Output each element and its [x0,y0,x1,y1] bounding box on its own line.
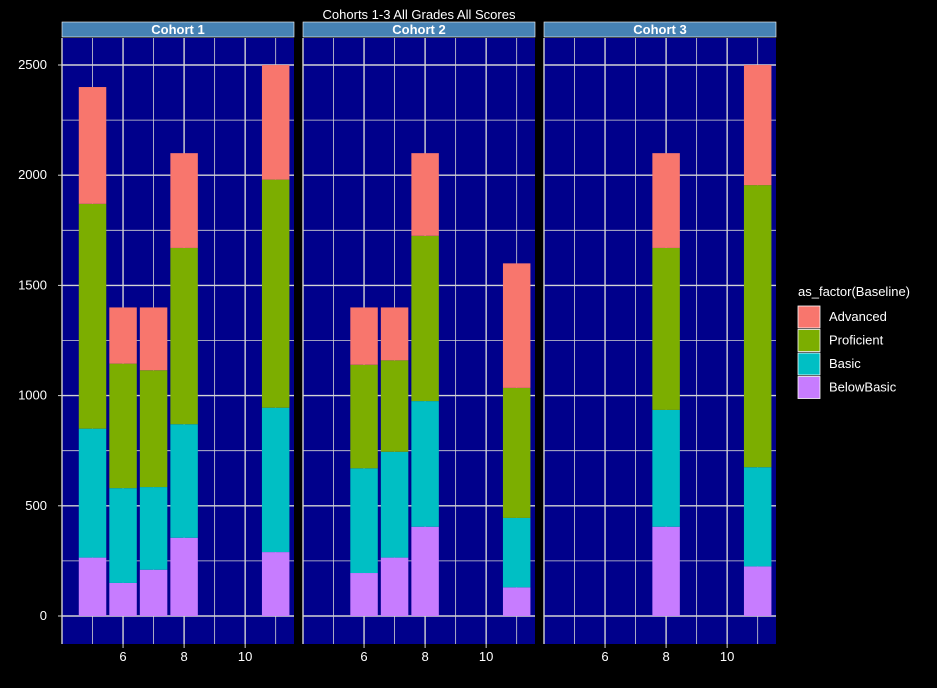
bar-segment-basic [261,407,290,553]
facet-strip [302,21,536,38]
facet-panels: Cohort 1 6 8 10 Cohort 2 6 8 10 Cohort 3 6 8 10 [61,21,777,664]
bar-segment-belowbasic [261,552,290,616]
facet-panel: Cohort 3 6 8 10 [543,21,777,664]
bar-segment-belowbasic [743,566,772,616]
bar-segment-advanced [139,307,168,371]
legend-keys: Advanced Proficient Basic BelowBasic [797,305,897,399]
bar-segment-proficient [261,179,290,408]
facet-label: Cohort 1 [151,22,204,37]
legend-label: Advanced [829,309,887,324]
bar-stack [380,307,409,616]
x-tick-label: 6 [360,649,367,664]
bar-segment-advanced [380,307,409,361]
bar-stack [652,153,680,616]
facet-strip [543,21,777,38]
bar-segment-proficient [109,363,137,489]
bar-segment-proficient [652,247,680,410]
bar-stack [170,153,198,616]
bar-stack [350,307,378,616]
x-tick-label: 8 [662,649,669,664]
x-tick-label: 10 [479,649,493,664]
y-tick-label: 2000 [18,167,47,182]
bar-segment-belowbasic [411,526,439,616]
bar-segment-basic [350,468,378,574]
bar-segment-proficient [380,360,409,452]
bar-segment-basic [109,488,137,583]
bar-segment-belowbasic [78,557,107,616]
facet-label: Cohort 3 [633,22,686,37]
x-tick-label: 8 [180,649,187,664]
bar-segment-advanced [411,153,439,236]
bar-segment-belowbasic [502,587,531,616]
facet-panel: Cohort 1 6 8 10 [61,21,295,664]
legend: as_factor(Baseline) Advanced Proficient Ba… [797,284,910,399]
bar-segment-proficient [350,364,378,469]
bar-segment-advanced [109,307,137,364]
y-tick-label: 2500 [18,57,47,72]
legend-swatch-proficient [797,329,821,352]
bar-segment-belowbasic [109,582,137,616]
bar-segment-proficient [502,387,531,518]
y-tick-label: 1500 [18,277,47,292]
bar-segment-basic [380,451,409,558]
bar-stack [743,65,772,616]
bar-segment-basic [652,409,680,527]
facet-panel: Cohort 2 6 8 10 [302,21,536,664]
bar-stack [139,307,168,616]
bar-segment-belowbasic [380,557,409,616]
bar-segment-proficient [139,370,168,488]
bar-segment-basic [78,428,107,558]
legend-title: as_factor(Baseline) [798,284,910,299]
bar-stack [261,65,290,616]
legend-label: BelowBasic [829,380,897,395]
x-tick-label: 10 [720,649,734,664]
bar-segment-basic [743,467,772,567]
y-tick-label: 0 [40,608,47,623]
chart-title: Cohorts 1-3 All Grades All Scores [323,7,516,22]
legend-label: Basic [829,356,861,371]
bar-segment-belowbasic [652,526,680,616]
x-tick-label: 8 [421,649,428,664]
bar-segment-advanced [350,307,378,365]
bar-segment-proficient [743,185,772,468]
x-tick-label: 10 [238,649,252,664]
bar-segment-belowbasic [350,573,378,616]
bar-segment-basic [139,487,168,570]
legend-swatch-basic [797,352,821,376]
bar-segment-proficient [78,203,107,429]
bar-segment-proficient [411,235,439,402]
y-axis: 0 500 1000 1500 2000 2500 [18,57,62,623]
x-tick-label: 6 [601,649,608,664]
bar-stack [109,307,137,616]
legend-swatch-advanced [797,305,821,329]
bar-segment-belowbasic [139,569,168,616]
bar-segment-advanced [78,87,107,204]
bar-segment-advanced [502,263,531,388]
bar-segment-belowbasic [170,537,198,616]
bar-segment-advanced [170,153,198,248]
bar-segment-basic [502,517,531,588]
bar-segment-proficient [170,247,198,425]
bar-stack [411,153,439,616]
facet-label: Cohort 2 [392,22,445,37]
legend-swatch-belowbasic [797,376,821,399]
bar-segment-basic [411,401,439,527]
y-tick-label: 500 [25,498,47,513]
bar-stack [502,263,531,616]
x-tick-label: 6 [119,649,126,664]
bar-segment-basic [170,424,198,538]
y-tick-label: 1000 [18,388,47,403]
bar-segment-advanced [743,65,772,186]
legend-label: Proficient [829,333,884,348]
bar-segment-advanced [652,153,680,248]
bar-stack [78,87,107,616]
facet-strip [61,21,295,38]
bar-segment-advanced [261,65,290,180]
